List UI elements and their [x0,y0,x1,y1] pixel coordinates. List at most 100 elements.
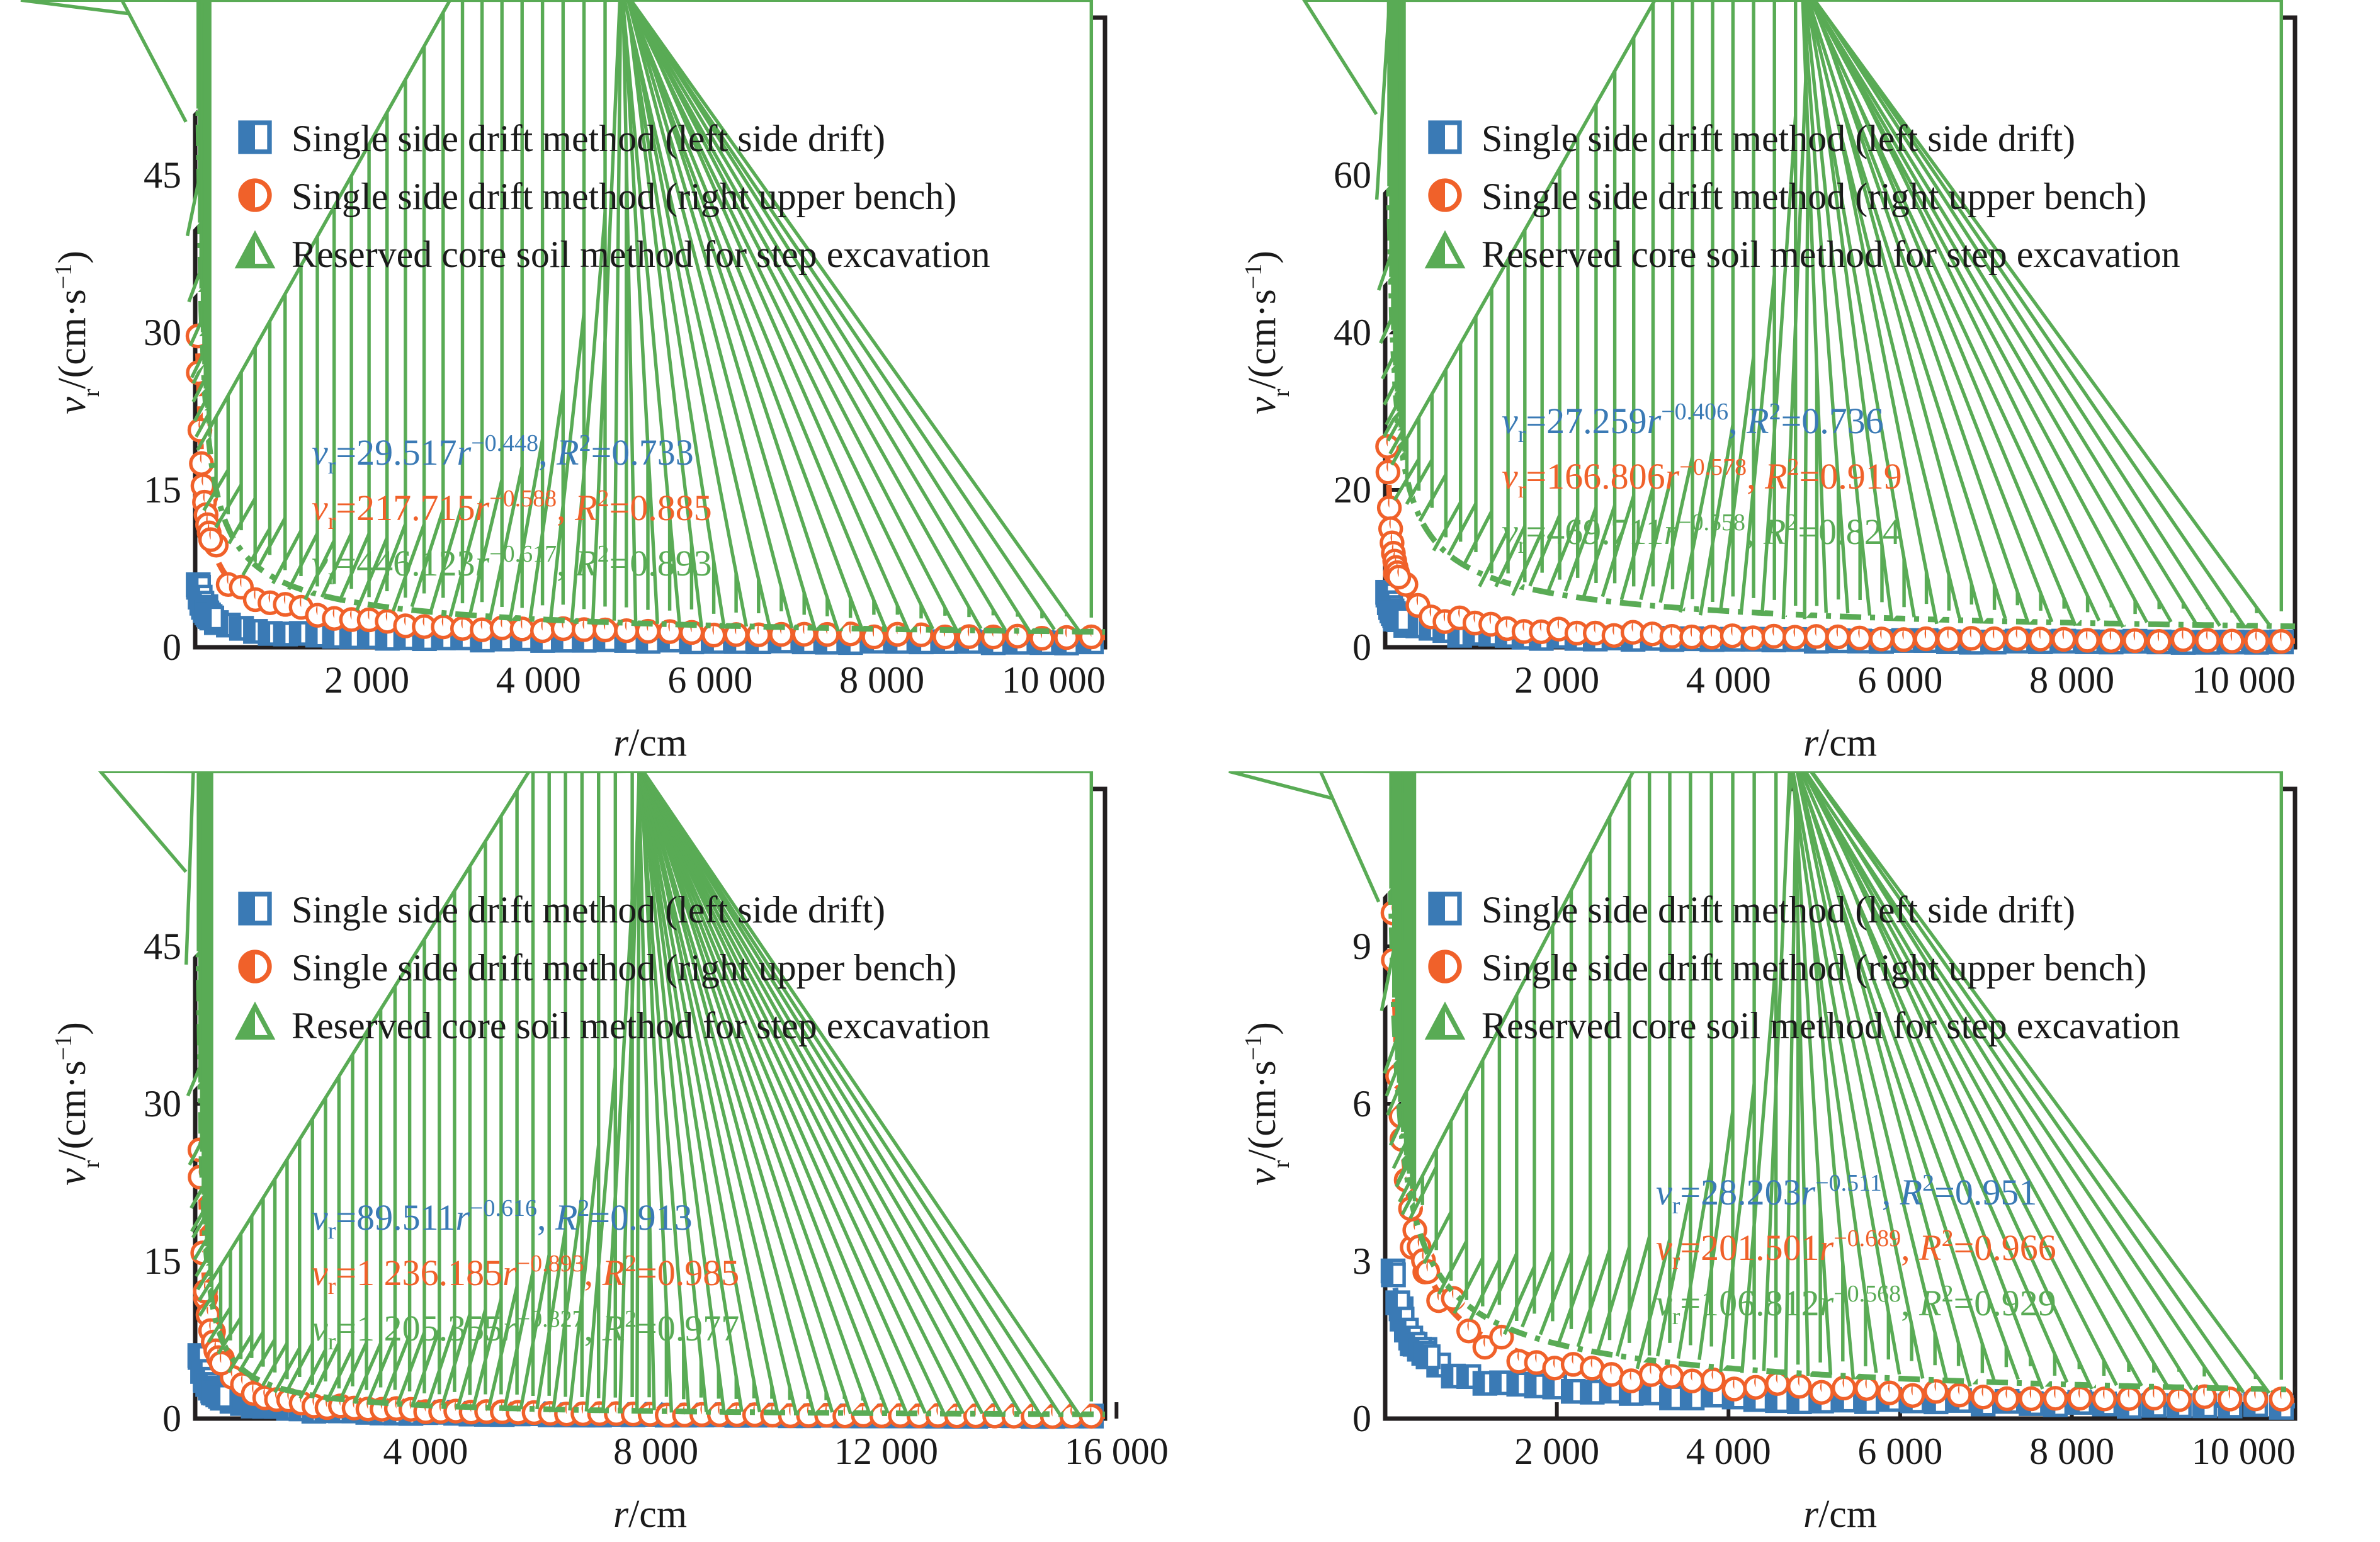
equation-line-2: vr=201.501r−0.689, R2=0.966 [1656,1225,2056,1274]
x-tick-label: 4 000 [383,1431,468,1472]
legend-marker-2 [1428,178,1462,212]
data-point [628,0,1094,632]
data-point [1994,1386,2020,1412]
y-axis-title: vr/(cm·s−1) [50,1022,105,1186]
data-point [2005,626,2030,652]
y-tick-label: 0 [162,1398,181,1439]
x-tick-label: 4 000 [496,659,581,701]
data-point [2244,628,2269,654]
data-point [2051,626,2077,652]
data-point [98,771,200,873]
data-point [1900,1383,1925,1409]
legend-label-3: Reserved core soil method for step excav… [1482,1005,2180,1046]
data-point [1760,0,1805,614]
data-point [1959,626,1984,651]
y-tick-label: 30 [144,312,181,353]
legend-marker-3 [234,1001,276,1040]
data-point [120,0,200,123]
data-point [1761,623,1787,649]
data-point [1659,623,1685,649]
data-point [2092,1386,2117,1412]
data-point [1721,1376,1747,1402]
equation-line-2: vr=1 236.185r−0.893, R2=0.985 [312,1250,739,1300]
data-point [2218,1386,2243,1412]
data-point [1318,771,1393,903]
data-point [1825,624,1850,650]
data-point [1782,625,1808,650]
svg-text:vr/(cm·s−1): vr/(cm·s−1) [1240,251,1295,414]
data-point [1831,1375,1857,1401]
legend-label-2: Single side drift method (right upper be… [1482,176,2146,217]
y-tick-label: 3 [1352,1240,1371,1282]
data-point [470,617,495,642]
y-tick-label: 30 [144,1083,181,1125]
data-point [1812,0,2284,626]
x-tick-label: 2 000 [324,659,409,701]
data-point [2269,628,2294,654]
data-point [1809,771,2284,1395]
x-axis-title: r/cm [1803,1493,1877,1536]
data-point [1659,1385,1684,1410]
data-point [641,771,1094,1416]
data-point [2116,1386,2142,1411]
x-tick-label: 10 000 [2192,1431,2296,1472]
data-point [2141,1385,2167,1411]
equation-line-3: vr=1 205.355r−0.827, R2=0.977 [312,1306,739,1355]
equation-line-3: vr=446.123r−0.617, R2=0.893 [312,541,712,590]
svg-text:vr/(cm·s−1): vr/(cm·s−1) [50,1022,105,1186]
data-point [2219,628,2245,654]
legend-marker-2 [1428,950,1462,984]
x-tick-label: 16 000 [1065,1431,1169,1472]
equation-line-2: vr=166.806r−0.578, R2=0.919 [1502,454,1902,503]
data-point [199,605,225,631]
data-point [1456,1318,1482,1344]
data-point [2170,627,2196,652]
x-tick-label: 8 000 [613,1431,698,1472]
x-tick-label: 10 000 [1002,659,1106,701]
data-point [591,0,622,620]
legend-marker-1 [238,120,272,154]
legend-marker-1 [238,892,272,926]
data-point [1658,1364,1684,1389]
data-point [1618,1368,1644,1393]
data-point [1891,627,1917,652]
data-point [1400,771,1636,1216]
data-point [2019,1386,2044,1412]
data-point [2027,626,2053,652]
data-point [1386,564,1412,590]
x-tick-label: 4 000 [1686,659,1771,701]
legend-label-1: Single side drift method (left side drif… [1482,889,2075,931]
legend-marker-1 [1428,120,1462,154]
legend-label-3: Reserved core soil method for step excav… [292,1005,990,1046]
data-point [2043,1386,2068,1411]
x-tick-label: 6 000 [667,659,752,701]
data-point [1720,623,1745,649]
legend-marker-2 [238,950,272,984]
data-point [1375,460,1401,485]
x-axis-title: r/cm [1803,722,1877,764]
y-axis-title: vr/(cm·s−1) [50,251,105,414]
data-point [198,527,224,552]
data-point [1376,495,1402,521]
fit-curve [195,80,1106,635]
x-tick-label: 2 000 [1514,1431,1599,1472]
x-tick-label: 4 000 [1686,1431,1771,1472]
data-point [196,0,452,451]
data-point [288,621,314,646]
legend-label-2: Single side drift method (right upper be… [292,176,956,217]
equation-line-2: vr=217.715r−0.588, R2=0.885 [312,485,712,535]
y-tick-label: 0 [1352,626,1371,668]
legend-marker-3 [234,230,276,269]
data-point [1923,1379,1949,1404]
y-tick-label: 20 [1334,469,1371,511]
data-point [1679,624,1704,650]
x-tick-label: 12 000 [834,1431,938,1472]
data-point [1970,1385,1996,1410]
svg-text:vr/(cm·s−1): vr/(cm·s−1) [50,251,105,414]
data-point [1638,1362,1664,1387]
data-point [1847,625,1873,651]
